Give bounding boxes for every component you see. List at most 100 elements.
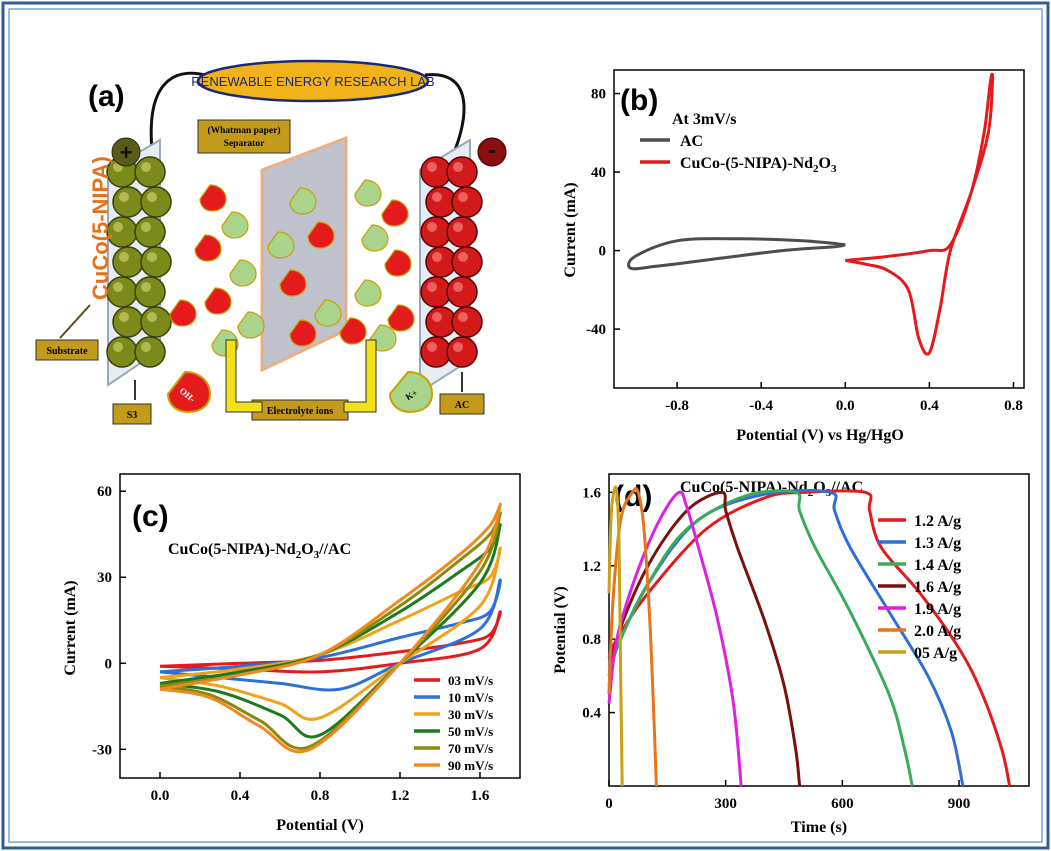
legend-c-label: 50 mV/s — [448, 724, 493, 739]
panel-c-label: (c) — [132, 500, 169, 533]
x-tick-label: 0.4 — [920, 398, 939, 414]
legend-d-label: 05 A/g — [914, 645, 957, 662]
x-tick-label: 0.4 — [231, 788, 250, 804]
arrow-left-icon — [225, 339, 263, 413]
k-ion-drop — [221, 211, 249, 239]
panel-d-plot-area — [608, 473, 1030, 787]
electrolyte-ion-droplets — [169, 179, 415, 357]
positive-electrode-particles — [106, 156, 172, 368]
legend-d-label: 2.0 A/g — [914, 623, 961, 640]
particle-highlight — [432, 312, 442, 322]
minus-sign: - — [488, 137, 496, 164]
positive-particle — [106, 336, 138, 368]
series-line-2-0-a-g — [607, 486, 658, 787]
x-tick-label: 0.8 — [311, 788, 330, 804]
wire-left — [149, 71, 206, 151]
particle-highlight — [458, 252, 468, 262]
oh-ion-drop — [289, 319, 317, 347]
particle-highlight — [427, 342, 437, 352]
positive-particle — [134, 156, 166, 188]
particle-highlight — [141, 282, 151, 292]
series-line-ac — [627, 237, 846, 271]
series-line-1-2-a-g — [607, 489, 1012, 787]
positive-particle — [140, 246, 172, 278]
legend-d-label: 1.4 A/g — [914, 557, 961, 574]
x-tick-label: 0 — [605, 796, 613, 812]
particle-highlight — [427, 162, 437, 172]
particle-highlight — [147, 252, 157, 262]
series-line-cuco-5-nipa-nd2o3 — [845, 72, 995, 356]
panel-a-schematic: RENEWABLE ENERGY RESEARCH LAB (a) + CuCo… — [35, 59, 507, 425]
x-tick-label: -0.4 — [749, 398, 773, 414]
separator-line1: (Whatman paper) — [207, 125, 280, 136]
particle-highlight — [113, 222, 123, 232]
oh-ion-drop — [199, 184, 227, 212]
x-tick-label: 600 — [831, 796, 854, 812]
x-tick-label: 300 — [714, 796, 737, 812]
negative-electrode-particles — [420, 156, 483, 368]
x-tick-label: 0.8 — [1004, 398, 1023, 414]
y-tick-label: 0.4 — [582, 706, 601, 722]
panel-d-legend: 1.2 A/g 1.3 A/g 1.4 A/g 1.6 A/g 1.9 A/g 2.0 A… — [878, 513, 961, 662]
y-tick-label: 0 — [105, 656, 113, 672]
negative-particle — [451, 186, 483, 218]
substrate-box — [35, 339, 99, 361]
panel-d-curves — [607, 485, 1012, 787]
legend-c-label: 90 mV/s — [448, 758, 493, 773]
legend-c-label: 30 mV/s — [448, 707, 493, 722]
y-tick-label: 80 — [591, 87, 606, 103]
oh-ion-drop — [381, 199, 409, 227]
particle-highlight — [113, 282, 123, 292]
particle-highlight — [432, 252, 442, 262]
oh-ion-drop — [307, 221, 335, 249]
oh-ion-drop — [339, 317, 367, 345]
positive-particle — [134, 216, 166, 248]
lab-name: RENEWABLE ENERGY RESEARCH LAB — [191, 74, 434, 89]
oh-ion-drop — [384, 249, 412, 277]
x-tick-label: 0.0 — [836, 398, 855, 414]
legend-b-cuco: CuCo-(5-NIPA)-Nd2O3 — [680, 155, 837, 175]
panel-d-axis-ticks: 0 300 600 900 1.6 1.2 0.8 0.4 — [582, 485, 970, 812]
particle-highlight — [427, 222, 437, 232]
panel-b-label: (b) — [620, 84, 658, 117]
k-ion-icon — [388, 370, 434, 414]
inner-border — [8, 8, 1043, 843]
substrate-label: Substrate — [46, 346, 88, 357]
k-ion-drop — [289, 187, 317, 215]
ac-label: AC — [455, 400, 469, 411]
arrow-right-icon — [343, 339, 377, 413]
positive-particle — [134, 276, 166, 308]
k-ion-drop — [267, 231, 295, 259]
y-tick-label: 30 — [97, 570, 112, 586]
particle-highlight — [119, 312, 129, 322]
k-ion-drop — [314, 299, 342, 327]
panel-b-annotation: At 3mV/s — [672, 111, 736, 128]
y-tick-label: 60 — [97, 484, 112, 500]
negative-particle — [446, 216, 478, 248]
y-tick-label: -40 — [586, 322, 606, 338]
k-ion-drop — [229, 259, 257, 287]
oh-ion-drop — [279, 269, 307, 297]
particle-highlight — [147, 192, 157, 202]
panel-b-axis-ticks: -0.8 -0.4 0.0 0.4 0.8 80 40 0 -40 — [586, 87, 1023, 414]
negative-particle — [446, 156, 478, 188]
k-ion-drop — [361, 224, 389, 252]
panel-c-ylabel: Current (mA) — [62, 580, 79, 675]
particle-highlight — [458, 312, 468, 322]
electrolyte-label: Electrolyte ions — [267, 406, 333, 417]
particle-highlight — [147, 312, 157, 322]
y-tick-label: -30 — [92, 742, 112, 758]
particle-highlight — [141, 342, 151, 352]
positive-particle — [112, 306, 144, 338]
electrode-material-label: CuCo(5-NIPA) — [88, 156, 113, 300]
s3-box — [112, 403, 152, 425]
x-tick-label: 1.2 — [391, 788, 410, 804]
separator-label-box — [197, 119, 291, 154]
panel-d-ylabel: Potential (V) — [552, 586, 569, 674]
particle-highlight — [113, 342, 123, 352]
k-ion-drop — [354, 179, 382, 207]
particle-highlight — [141, 222, 151, 232]
x-tick-label: 1.6 — [471, 788, 490, 804]
panel-c-annotation: CuCo(5-NIPA)-Nd2O3//AC — [168, 541, 351, 561]
